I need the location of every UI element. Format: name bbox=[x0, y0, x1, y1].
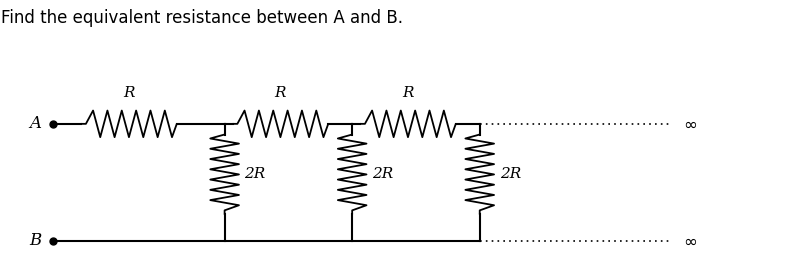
Text: 2R: 2R bbox=[372, 167, 394, 181]
Text: Find the equivalent resistance between A and B.: Find the equivalent resistance between A… bbox=[2, 9, 403, 27]
Text: $\infty$: $\infty$ bbox=[683, 115, 697, 133]
Text: 2R: 2R bbox=[500, 167, 521, 181]
Text: A: A bbox=[30, 115, 42, 132]
Text: R: R bbox=[274, 86, 286, 100]
Text: R: R bbox=[402, 86, 414, 100]
Text: R: R bbox=[123, 86, 134, 100]
Text: 2R: 2R bbox=[245, 167, 266, 181]
Text: B: B bbox=[29, 232, 42, 249]
Text: $\infty$: $\infty$ bbox=[683, 232, 697, 250]
